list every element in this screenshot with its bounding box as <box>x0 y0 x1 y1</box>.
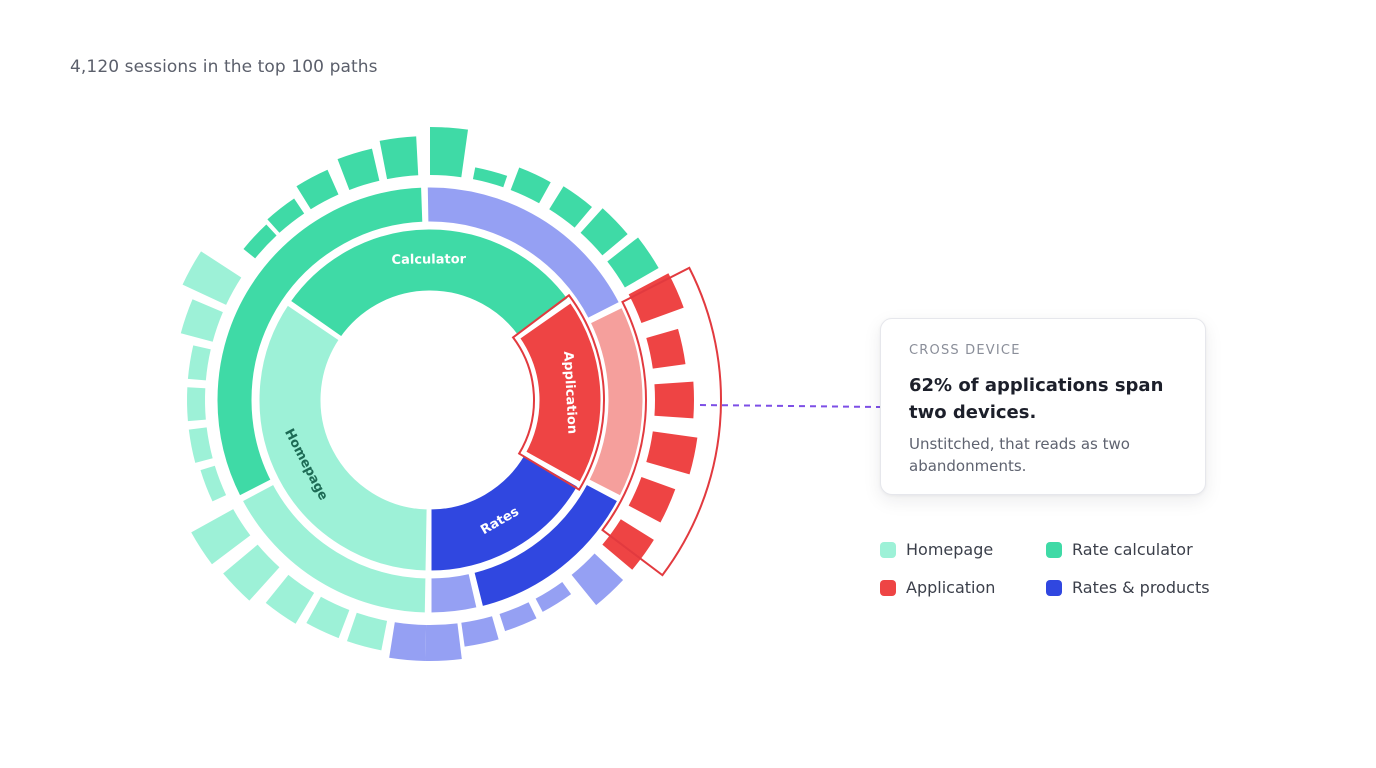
chart-subtitle: 4,120 sessions in the top 100 paths <box>70 57 378 77</box>
outer-bar <box>267 198 305 233</box>
legend-item-application: Application <box>880 578 995 597</box>
outer-bar <box>243 224 277 259</box>
outer-bar <box>571 553 624 606</box>
inner-segment-calculator <box>287 226 572 341</box>
legend-swatch-application <box>880 579 896 596</box>
legend-label: Application <box>906 578 996 597</box>
legend-item-rates-products: Rates & products <box>1046 578 1210 597</box>
outer-bar <box>461 616 499 647</box>
outer-bar <box>346 612 388 651</box>
outer-bar <box>191 509 251 565</box>
outer-bar <box>265 574 315 624</box>
inner-label-application: Application <box>560 351 579 435</box>
outer-bar <box>646 328 686 369</box>
legend-swatch-rates-products <box>1046 579 1062 596</box>
middle-segment-rates <box>428 570 480 616</box>
outer-bar <box>602 519 654 570</box>
outer-bar <box>180 299 223 342</box>
middle-segment-calculator <box>214 184 426 500</box>
outer-bar <box>296 169 339 210</box>
outer-bar <box>425 623 462 661</box>
legend-label: Homepage <box>906 540 994 559</box>
outer-bar <box>628 476 676 523</box>
outer-bar <box>182 251 242 305</box>
outer-bar <box>472 167 508 188</box>
middle-segment-calculator <box>424 184 623 322</box>
outer-bar <box>535 582 572 612</box>
outer-bar <box>186 387 206 422</box>
legend-swatch-rate-calculator <box>1046 541 1062 558</box>
outer-bar <box>389 622 427 661</box>
legend-label: Rates & products <box>1072 578 1210 597</box>
outer-bar <box>628 273 684 324</box>
callout-leader-line <box>699 404 881 408</box>
inner-label-calculator: Calculator <box>391 252 466 268</box>
outer-bar-layer <box>180 127 698 661</box>
callout-body: Unstitched, that reads as two abandonmen… <box>909 435 1130 475</box>
outer-bar <box>646 431 698 475</box>
outer-bar <box>188 427 213 463</box>
outer-bar <box>200 465 227 502</box>
legend-label: Rate calculator <box>1072 540 1193 559</box>
middle-segment-rates <box>471 481 621 610</box>
application-highlight-outer <box>601 266 722 577</box>
outer-bar <box>187 345 211 381</box>
callout-eyebrow: CROSS DEVICE <box>909 343 1021 358</box>
middle-segment-application <box>585 304 646 500</box>
legend-item-rate-calculator: Rate calculator <box>1046 540 1193 559</box>
application-highlight-inner <box>511 293 605 491</box>
inner-segment-application <box>516 299 604 486</box>
inner-segment-rates <box>428 451 582 574</box>
outer-bar <box>549 186 592 228</box>
legend-swatch-homepage <box>880 541 896 558</box>
middle-segment-homepage <box>239 481 429 616</box>
outer-bar <box>654 381 695 419</box>
outer-bar <box>337 148 380 190</box>
outer-bar <box>379 136 419 180</box>
highlight-layer <box>511 266 722 577</box>
inner-segment-homepage <box>256 301 430 574</box>
outer-bar <box>430 127 468 178</box>
outer-bar <box>499 602 537 632</box>
ring-layer <box>214 184 646 616</box>
outer-bar <box>607 237 659 288</box>
outer-bar <box>306 596 350 639</box>
outer-bar <box>223 544 280 601</box>
callout-headline: 62% of applications span two devices. <box>909 375 1164 423</box>
cross-device-callout: CROSS DEVICE 62% of applications span tw… <box>880 318 1206 495</box>
outer-bar <box>580 208 628 256</box>
outer-bar <box>510 167 551 204</box>
legend-item-homepage: Homepage <box>880 540 993 559</box>
